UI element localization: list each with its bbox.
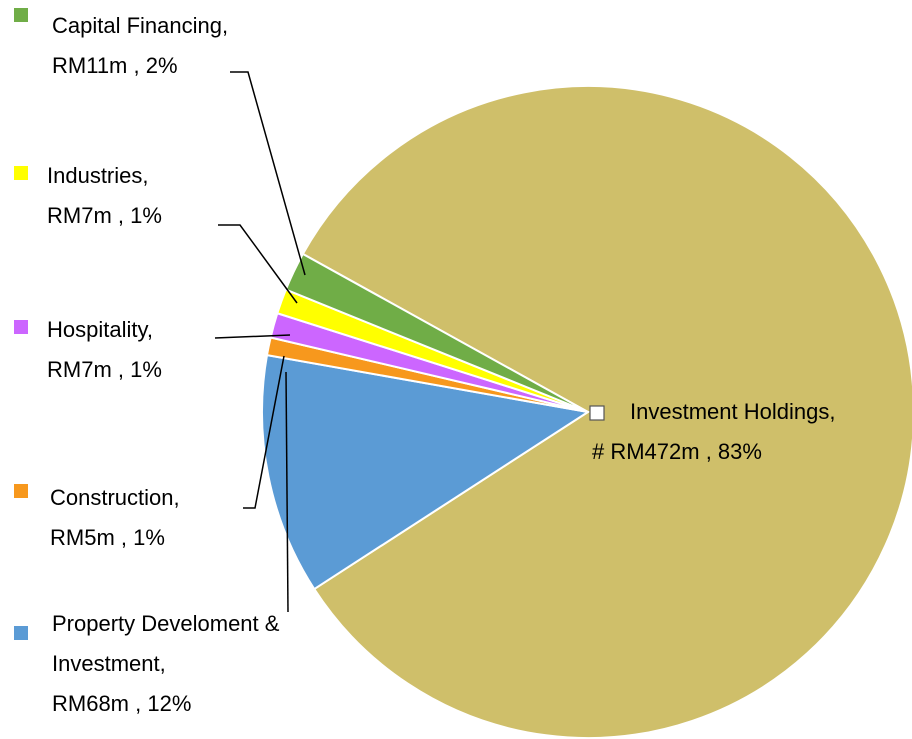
slice-label: Investment Holdings, # RM472m , 83% [592,392,836,472]
value-label: RM68m , 12% [52,691,192,716]
slice-label: Hospitality, RM7m , 1% [47,310,162,390]
value-label: # RM472m , 83% [592,439,762,464]
legend-markers [14,8,605,640]
pie-slice [301,85,912,739]
leader-line [285,371,289,613]
slice-label: Capital Financing, RM11m , 2% [52,6,228,86]
legend-marker [14,8,28,22]
legend-marker [14,484,28,498]
legend-marker [14,320,28,334]
pie-slice [284,252,589,413]
leader-line [243,355,285,509]
category-label: Capital Financing, [52,13,229,38]
category-label: Construction, [50,485,180,510]
legend-marker [14,626,28,640]
pie [261,85,912,739]
slice-label: Industries, RM7m , 1% [47,156,162,236]
value-label: RM7m , 1% [47,203,162,228]
leader-line [230,71,306,276]
leader-line [218,224,298,304]
value-label: RM7m , 1% [47,357,162,382]
category-label: Hospitality, [47,317,153,342]
pie-slice [261,353,591,591]
legend-marker [14,166,28,180]
leader-lines [214,71,306,613]
value-label: RM11m , 2% [52,53,178,78]
slice-label: Property Develoment & Investment, RM68m … [52,604,337,724]
category-label: Property Develoment & Investment, [52,611,280,676]
value-label: RM5m , 1% [50,525,165,550]
category-label: Investment Holdings, [630,399,836,424]
slice-label: Construction, RM5m , 1% [50,478,180,558]
legend-marker [589,405,605,421]
leader-line [214,334,291,339]
category-label: Industries, [47,163,149,188]
